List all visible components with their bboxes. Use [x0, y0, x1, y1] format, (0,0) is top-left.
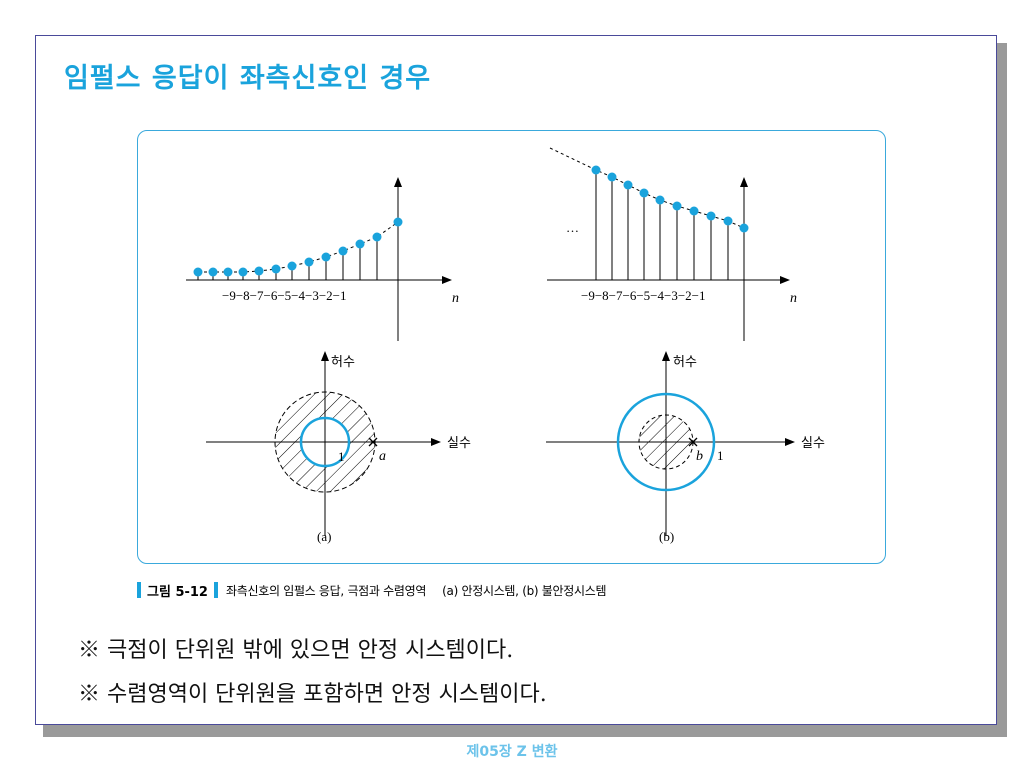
plot-a-sample-dot [321, 252, 331, 262]
z-plane-a: 1 a 허수 실수 (a) [206, 351, 471, 544]
plot-a-sample-dot [355, 239, 365, 249]
figure-caption: 그림 5-12 좌측신호의 임펄스 응답, 극점과 수렴영역 (a) 안정시스템… [137, 580, 607, 600]
unit-circle-a [299, 416, 351, 468]
real-axis-arrow-b [785, 438, 795, 446]
n-axis-arrow-a [442, 276, 452, 284]
unit-label-a: 1 [338, 449, 345, 464]
plot-a-sample-dot [238, 267, 248, 277]
unit-label-b: 1 [717, 448, 724, 463]
plot-a-sample-dot [193, 267, 203, 277]
envelope-a [198, 221, 399, 273]
slide: 임펄스 응답이 좌측신호인 경우 −9−8−7−6−5−4−3−2−1 n [35, 35, 997, 725]
tick-labels-b: −9−8−7−6−5−4−3−2−1 [581, 288, 705, 303]
plot-a-sample-dot [338, 246, 348, 256]
n-label-a: n [452, 291, 459, 306]
real-label-a: 실수 [447, 436, 471, 451]
amp-axis-arrow-a [394, 177, 402, 187]
samples-a [193, 217, 403, 277]
panel-label-b: (b) [659, 529, 674, 544]
stems-b [595, 170, 745, 280]
samples-b [591, 165, 749, 233]
plot-a-sample-dot [208, 267, 218, 277]
plot-b-sample-dot [607, 172, 617, 182]
plot-a-sample-dot [372, 232, 382, 242]
plot-b-sample-dot [639, 188, 649, 198]
plot-a-sample-dot [271, 264, 281, 274]
plot-b-sample-dot [655, 195, 665, 205]
real-axis-arrow-a [431, 438, 441, 446]
z-plane-b: b 1 허수 실수 (b) [546, 351, 825, 544]
plot-a-sample-dot [393, 217, 403, 227]
real-label-b: 실수 [801, 436, 825, 451]
slide-title: 임펄스 응답이 좌측신호인 경우 [64, 63, 432, 94]
plot-b-sample-dot [706, 211, 716, 221]
plot-a-sample-dot [287, 261, 297, 271]
figure-diagram: −9−8−7−6−5−4−3−2−1 n −9−8−7−6−5−4−3−2−1 … [186, 147, 825, 544]
plot-a-sample-dot [223, 267, 233, 277]
plot-b-sample-dot [672, 201, 682, 211]
plot-b-sample-dot [739, 223, 749, 233]
figure-frame [137, 130, 886, 564]
imag-label-a: 허수 [331, 355, 355, 370]
n-label-b: n [790, 291, 797, 306]
plot-b-sample-dot [623, 180, 633, 190]
caption-bar-right [213, 582, 218, 598]
imag-axis-arrow-a [321, 351, 329, 361]
imag-label-b: 허수 [673, 355, 697, 370]
amp-axis-arrow-b [740, 177, 748, 187]
pole-label-a: a [379, 449, 386, 464]
panel-label-a: (a) [317, 529, 331, 544]
pole-label-b: b [696, 449, 703, 464]
note-1: ※ 극점이 단위원 밖에 있으면 안정 시스템이다. [78, 638, 514, 663]
plot-a-sample-dot [304, 257, 314, 267]
slide-footer: 제05장 Z 변환 [466, 744, 558, 760]
plot-b-sample-dot [689, 206, 699, 216]
caption-label: 그림 5-12 [147, 584, 208, 600]
n-axis-arrow-b [780, 276, 790, 284]
pole-marker-a [368, 437, 378, 447]
plot-a-sample-dot [254, 266, 264, 276]
ellipsis-label: … [566, 220, 579, 235]
tick-labels-a: −9−8−7−6−5−4−3−2−1 [222, 288, 346, 303]
impulse-plot-a: −9−8−7−6−5−4−3−2−1 n [186, 177, 459, 341]
impulse-plot-b: −9−8−7−6−5−4−3−2−1 n … [547, 147, 797, 341]
plot-b-sample-dot [591, 165, 601, 175]
pole-marker-b [688, 437, 698, 447]
imag-axis-arrow-b [662, 351, 670, 361]
caption-subtext: (a) 안정시스템, (b) 불안정시스템 [442, 583, 607, 598]
note-2: ※ 수렴영역이 단위원을 포함하면 안정 시스템이다. [78, 682, 547, 707]
caption-text: 좌측신호의 임펄스 응답, 극점과 수렴영역 [225, 583, 427, 598]
plot-b-sample-dot [723, 216, 733, 226]
unit-circle-b [616, 392, 716, 492]
caption-bar-left [137, 582, 141, 598]
